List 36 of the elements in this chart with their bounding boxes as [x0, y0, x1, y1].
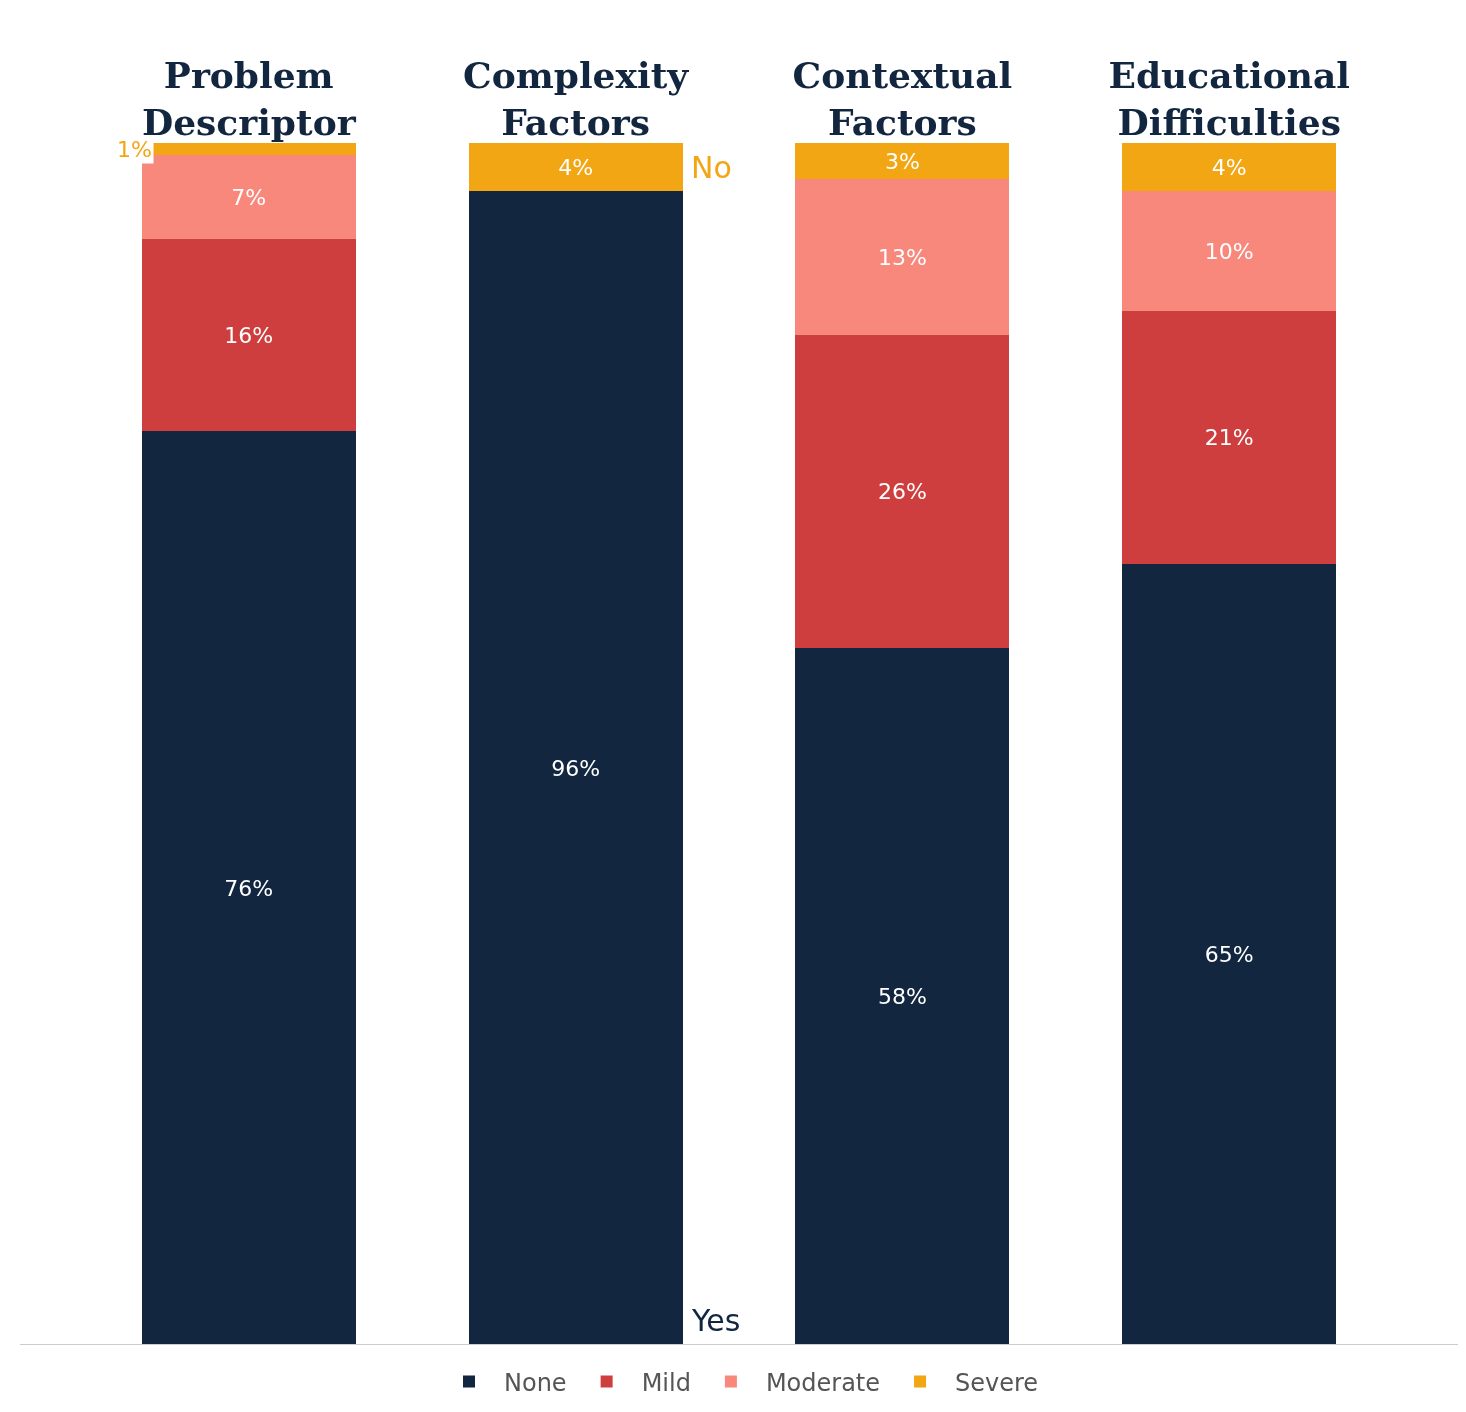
data-label: 96% — [551, 755, 601, 781]
data-label: 13% — [877, 244, 927, 270]
bar — [141, 155, 356, 240]
data-label: 21% — [1204, 424, 1254, 450]
data-label: 3% — [884, 148, 920, 174]
data-label: 76% — [224, 875, 274, 901]
data-label: 7% — [231, 184, 267, 210]
data-label: 4% — [558, 154, 594, 180]
legend-label: Moderate — [765, 1368, 881, 1397]
x-tick-label: Educational Difficulties — [1108, 54, 1350, 143]
bar — [1122, 311, 1337, 564]
data-label: 26% — [877, 479, 927, 505]
bar — [468, 191, 683, 1345]
legend-label: Mild — [641, 1368, 691, 1397]
x-tick-label: Contextual Factors — [792, 54, 1013, 143]
legend-label: Severe — [955, 1368, 1039, 1397]
data-label: 4% — [1211, 154, 1247, 180]
x-tick-label: Complexity Factors — [462, 54, 690, 143]
bar — [468, 143, 683, 192]
bar — [795, 179, 1010, 336]
annotation: Yes — [691, 1303, 741, 1338]
bar — [1122, 191, 1337, 312]
data-label: 16% — [224, 322, 274, 348]
bar — [141, 239, 356, 432]
annotation: No — [691, 150, 732, 185]
bar — [795, 143, 1010, 180]
bar — [795, 647, 1010, 1345]
bar — [1122, 563, 1337, 1345]
data-label: 65% — [1204, 941, 1254, 967]
data-label: 58% — [877, 983, 927, 1009]
legend-label: None — [504, 1368, 567, 1397]
bar — [1122, 143, 1337, 192]
bar — [795, 335, 1010, 648]
data-label: 10% — [1204, 238, 1254, 264]
bar — [141, 431, 356, 1345]
data-label: 1% — [117, 137, 152, 162]
